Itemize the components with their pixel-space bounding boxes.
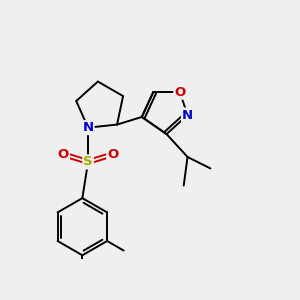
Text: S: S bbox=[83, 155, 93, 168]
Text: O: O bbox=[58, 148, 69, 161]
Text: N: N bbox=[182, 109, 193, 122]
Text: O: O bbox=[107, 148, 118, 161]
Text: N: N bbox=[82, 121, 94, 134]
Text: O: O bbox=[174, 86, 185, 99]
